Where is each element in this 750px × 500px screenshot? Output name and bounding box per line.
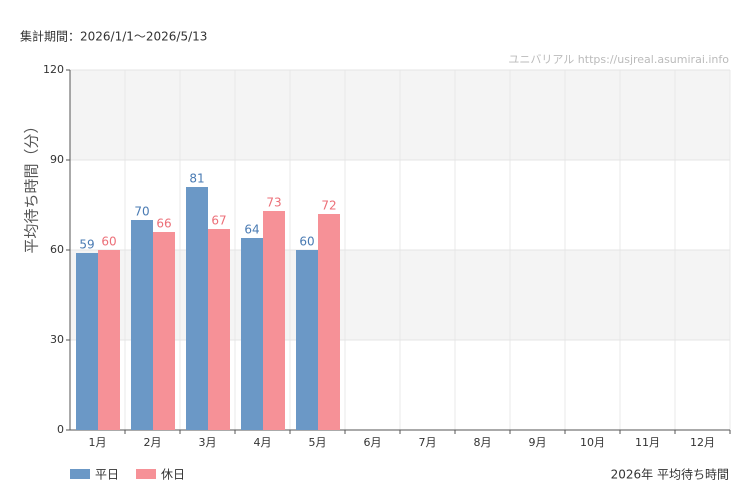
bar [318, 214, 340, 430]
bar [98, 250, 120, 430]
period-label: 集計期間：2026/1/1～2026/5/13 [20, 29, 207, 44]
x-tick-label: 9月 [529, 436, 547, 449]
value-label: 60 [101, 235, 116, 249]
watermark: ユニバリアル https://usjreal.asumirai.info [508, 53, 729, 66]
x-tick-label: 11月 [635, 436, 660, 449]
bar [186, 187, 208, 430]
y-tick-label: 90 [50, 153, 64, 166]
x-tick-label: 8月 [474, 436, 492, 449]
x-tick-label: 4月 [254, 436, 272, 449]
bar [208, 229, 230, 430]
x-caption: 2026年 平均待ち時間 [611, 468, 729, 482]
x-tick-label: 10月 [580, 436, 605, 449]
value-label: 64 [244, 223, 259, 237]
x-tick-label: 7月 [419, 436, 437, 449]
value-label: 67 [211, 214, 226, 228]
bar [76, 253, 98, 430]
x-tick-label: 1月 [89, 436, 107, 449]
value-label: 59 [79, 238, 94, 252]
y-axis-title: 平均待ち時間（分） [23, 118, 41, 253]
y-tick-label: 60 [50, 243, 64, 256]
bar [153, 232, 175, 430]
legend-swatch [70, 469, 90, 479]
legend-label: 休日 [161, 468, 185, 482]
x-tick-label: 5月 [309, 436, 327, 449]
y-tick-label: 30 [50, 333, 64, 346]
bar [263, 211, 285, 430]
value-label: 81 [189, 172, 204, 186]
x-tick-label: 6月 [364, 436, 382, 449]
value-label: 72 [321, 199, 336, 213]
bar [296, 250, 318, 430]
y-tick-label: 120 [43, 63, 64, 76]
value-label: 66 [156, 217, 171, 231]
legend-label: 平日 [95, 468, 119, 482]
legend-swatch [136, 469, 156, 479]
bar [131, 220, 153, 430]
x-tick-label: 2月 [144, 436, 162, 449]
value-label: 70 [134, 205, 149, 219]
value-label: 60 [299, 235, 314, 249]
x-tick-label: 3月 [199, 436, 217, 449]
bar [241, 238, 263, 430]
x-tick-label: 12月 [690, 436, 715, 449]
value-label: 73 [266, 196, 281, 210]
y-tick-label: 0 [57, 423, 64, 436]
